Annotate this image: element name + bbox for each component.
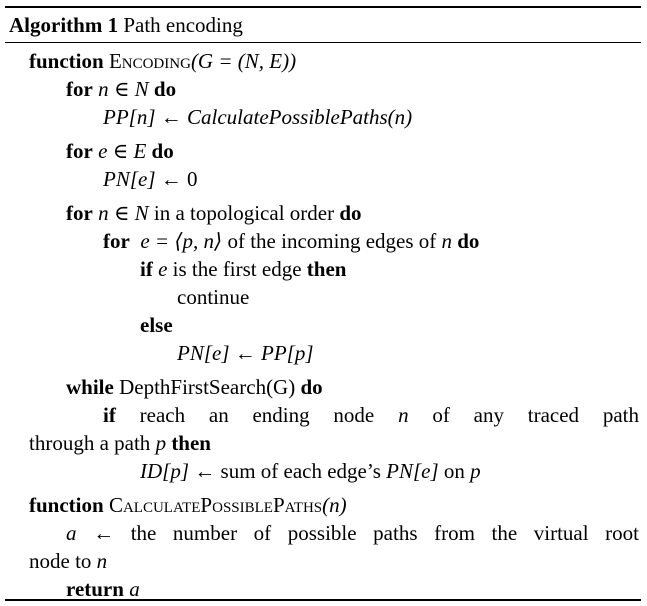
assign-lhs: ID[p] — [140, 458, 190, 483]
function-name-encoding: Encoding — [108, 48, 191, 73]
line-5: PN[e] ← 0 — [103, 165, 641, 193]
loop-expression: e ∈ E — [98, 138, 147, 163]
assign-lhs: PP[n] — [103, 104, 156, 129]
line-13: if reach an ending node n of any traced … — [103, 401, 639, 429]
line-17: a ← the number of possible paths from th… — [66, 519, 639, 547]
keyword-function: function — [29, 48, 104, 73]
keyword-return: return — [66, 576, 124, 601]
cond-text: reach an ending node — [139, 402, 375, 427]
line-1: function Encoding(G = (N, E)) — [29, 47, 641, 75]
keyword-function: function — [29, 492, 104, 517]
loop-expression: n ∈ N — [98, 200, 149, 225]
keyword-then: then — [171, 430, 211, 455]
function-name-calculate: CalculatePossiblePaths — [108, 492, 323, 517]
algorithm-title: Path encoding — [123, 12, 243, 37]
line-16: function CalculatePossiblePaths(n) — [29, 491, 641, 519]
assign-arrow: ← — [160, 104, 182, 129]
assign-text: the number of possible paths from the vi… — [130, 520, 639, 545]
keyword-for: for — [66, 76, 93, 101]
algorithm-label: Algorithm 1 — [9, 12, 119, 37]
keyword-for: for — [103, 228, 130, 253]
assign-var: n — [96, 548, 108, 573]
loop-text: of the incoming edges of — [227, 228, 437, 253]
cond-var: e — [158, 256, 168, 281]
assign-rhs: 0 — [187, 166, 198, 191]
keyword-do: do — [457, 228, 480, 253]
assign-arrow: ← — [93, 520, 115, 545]
line-3: PP[n] ← CalculatePossiblePaths(n) — [103, 103, 641, 131]
while-condition: DepthFirstSearch(G) — [119, 374, 296, 399]
caption-rule — [5, 41, 641, 43]
function-args: (n) — [322, 492, 347, 517]
assign-var: p — [470, 458, 481, 483]
cond-text: is the first edge — [172, 256, 302, 281]
line-15: ID[p] ← sum of each edge’s PN[e] on p — [140, 457, 641, 485]
assign-term: PN[e] — [386, 458, 439, 483]
line-6: for n ∈ N in a topological order do — [66, 199, 641, 227]
assign-text-cont: node to — [29, 548, 92, 573]
assign-lhs: PN[e] — [177, 340, 230, 365]
function-args: (G = (N, E)) — [190, 48, 297, 73]
top-rule — [5, 6, 641, 8]
line-12: while DepthFirstSearch(G) do — [66, 373, 641, 401]
assign-arrow: ← — [234, 340, 256, 365]
assign-lhs: PN[e] — [103, 166, 156, 191]
continue-statement: continue — [177, 284, 250, 309]
assign-rhs: PP[p] — [261, 340, 314, 365]
line-19: return a — [66, 575, 641, 603]
line-14: through a path p then — [29, 429, 641, 457]
line-8: if e is the first edge then — [140, 255, 641, 283]
keyword-for: for — [66, 200, 93, 225]
keyword-then: then — [306, 256, 347, 281]
line-2: for n ∈ N do — [66, 75, 641, 103]
keyword-do: do — [151, 138, 174, 163]
line-9: continue — [177, 283, 641, 311]
line-18: node to n — [29, 547, 641, 575]
keyword-if: if — [140, 256, 153, 281]
loop-expression: n ∈ N — [98, 76, 149, 101]
keyword-do: do — [339, 200, 362, 225]
line-7: for e = ⟨p, n⟩ of the incoming edges of … — [103, 227, 641, 255]
cond-text-2: of any traced path — [432, 402, 639, 427]
assign-text: sum of each edge’s — [220, 458, 381, 483]
keyword-else: else — [140, 312, 173, 337]
line-11: PN[e] ← PP[p] — [177, 339, 641, 367]
keyword-do: do — [153, 76, 177, 101]
algorithm-caption: Algorithm 1 Path encoding — [5, 8, 641, 42]
line-10: else — [140, 311, 641, 339]
assign-arrow: ← — [194, 458, 216, 483]
assign-arrow: ← — [160, 166, 182, 191]
algorithm-block: Algorithm 1 Path encoding function Encod… — [5, 6, 641, 601]
keyword-for: for — [66, 138, 93, 163]
loop-expression: e = ⟨p, n⟩ — [140, 228, 223, 253]
line-4: for e ∈ E do — [66, 137, 641, 165]
assign-text-2: on — [443, 458, 465, 483]
cond-text-cont: through a path — [29, 430, 151, 455]
keyword-do: do — [300, 374, 323, 399]
loop-var: n — [441, 228, 453, 253]
assign-rhs: CalculatePossiblePaths(n) — [187, 104, 413, 129]
assign-var: a — [66, 520, 77, 545]
bottom-rule — [5, 599, 641, 601]
keyword-if: if — [103, 402, 116, 427]
loop-text: in a topological order — [153, 200, 335, 225]
cond-var: n — [398, 402, 409, 427]
return-var: a — [129, 576, 140, 601]
keyword-while: while — [66, 374, 114, 399]
cond-var: p — [155, 430, 167, 455]
